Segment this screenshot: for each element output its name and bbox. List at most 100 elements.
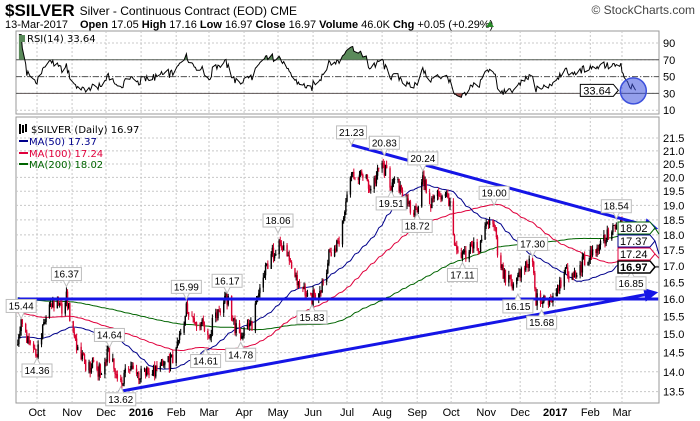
candle — [461, 250, 464, 262]
annotation-pointer — [419, 164, 427, 173]
price-annotation: 13.62 — [105, 385, 137, 407]
candle-body — [460, 252, 463, 258]
legend: $SILVER (Daily) 16.97 MA(50) 17.37 MA(10… — [19, 124, 139, 171]
candle-body — [152, 366, 155, 375]
candle — [195, 321, 198, 331]
candle-body — [333, 248, 336, 257]
candle — [99, 363, 102, 379]
candle — [251, 320, 253, 331]
candle — [477, 247, 479, 255]
price-axis-tick: 19.5 — [663, 186, 684, 198]
candle-body — [527, 266, 529, 268]
candle — [191, 311, 193, 317]
candle — [28, 333, 30, 346]
candle-body — [263, 275, 266, 278]
rsi-oversold-fill — [454, 93, 504, 98]
rsi-value-tag — [579, 83, 619, 97]
candle-body — [424, 180, 426, 187]
candle — [464, 245, 466, 255]
candle-body — [193, 318, 195, 323]
candle-body — [191, 315, 193, 317]
candle-body — [77, 346, 79, 351]
candle — [456, 240, 458, 255]
candle — [186, 298, 189, 315]
candle-body — [431, 198, 433, 208]
price-tag: 17.24 — [617, 247, 660, 261]
price-axis-tick: 20.0 — [663, 172, 684, 184]
candle-body — [385, 165, 388, 169]
up-triangle-icon — [486, 21, 494, 27]
candle — [556, 284, 559, 297]
price-axis-tick: 20.5 — [663, 159, 684, 171]
candle-body — [241, 336, 243, 339]
candle — [488, 216, 491, 229]
candle-body — [611, 232, 613, 240]
candle — [58, 302, 61, 308]
candle — [424, 176, 426, 191]
candle — [460, 247, 463, 259]
candle — [159, 362, 162, 372]
candle-body — [21, 319, 23, 324]
candle-body — [432, 198, 434, 199]
annotation-pointer — [17, 312, 25, 320]
candle-body — [614, 225, 616, 230]
candle-body — [582, 254, 585, 257]
candle-body — [147, 367, 149, 373]
candle-body — [160, 360, 163, 366]
candle — [605, 237, 607, 247]
candle — [27, 335, 29, 344]
candle-body — [44, 322, 46, 323]
candle — [413, 209, 415, 218]
candle-body — [272, 247, 275, 259]
candle — [583, 251, 586, 266]
candle — [511, 279, 513, 291]
candle-body — [172, 354, 174, 364]
candle — [398, 178, 400, 194]
candle — [319, 286, 321, 299]
annotation-text: 19.51 — [379, 199, 404, 210]
candle — [574, 270, 577, 279]
candle-body — [449, 201, 451, 206]
low-label: Low — [200, 19, 222, 31]
candle — [518, 268, 520, 278]
candle-body — [500, 255, 502, 269]
candle — [129, 369, 131, 374]
candle-body — [57, 300, 60, 305]
ma200-legend-label: MA(200) 18.02 — [29, 160, 103, 171]
candle-body — [192, 316, 194, 319]
candle-body — [439, 195, 441, 197]
candle-body — [40, 337, 43, 345]
annotation-text: 20.83 — [372, 138, 397, 149]
price-tag-leader — [654, 240, 660, 255]
candle-body — [36, 355, 38, 358]
candle — [350, 172, 353, 182]
candle-body — [526, 261, 528, 267]
candle — [156, 361, 158, 372]
candle — [302, 286, 304, 293]
high-label: High — [142, 19, 167, 31]
candle-body — [73, 332, 76, 337]
candle-body — [235, 323, 237, 334]
candle — [48, 301, 51, 319]
candle-body — [195, 322, 198, 327]
symbol-title: $SILVER — [5, 1, 75, 20]
candle — [381, 160, 383, 173]
candle-body — [258, 293, 260, 297]
candle — [161, 358, 164, 367]
candle-body — [574, 272, 577, 277]
candle — [49, 300, 52, 308]
candle-body — [337, 240, 339, 242]
candle-body — [203, 324, 206, 331]
candle-body — [176, 341, 179, 348]
candle-body — [359, 171, 362, 175]
price-tag-text: 17.24 — [620, 249, 648, 261]
ma100-legend-label: MA(100) 17.24 — [29, 149, 103, 160]
price-tag: 18.02 — [617, 221, 660, 235]
annotation-pointer — [413, 212, 421, 220]
candle — [219, 308, 222, 316]
annotation-pointer — [490, 199, 498, 207]
candle — [152, 364, 155, 377]
price-annotation: 17.30 — [517, 236, 549, 258]
price-axis-tick: 17.5 — [663, 245, 684, 257]
candle-body — [444, 193, 447, 197]
